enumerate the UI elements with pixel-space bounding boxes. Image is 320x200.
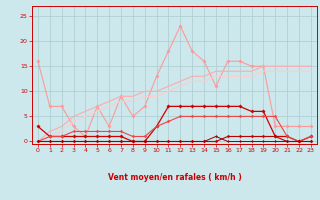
X-axis label: Vent moyen/en rafales ( km/h ): Vent moyen/en rafales ( km/h ) <box>108 173 241 182</box>
